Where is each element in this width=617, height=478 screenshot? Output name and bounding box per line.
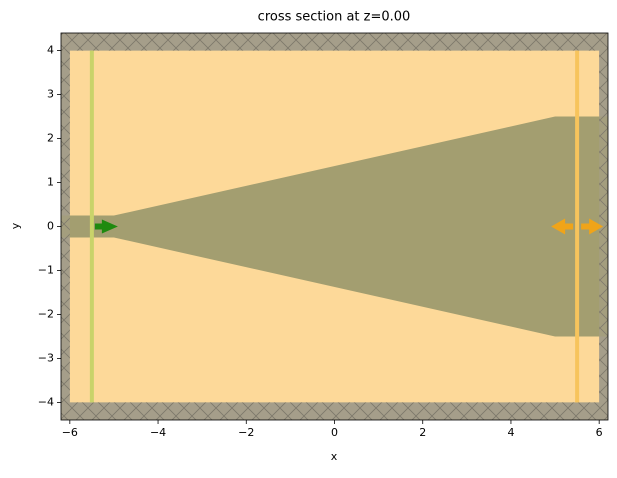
y-tick-label: 1 — [47, 176, 54, 189]
y-tick-label: 3 — [47, 88, 54, 101]
x-tick-label: 4 — [507, 426, 514, 439]
y-axis-label: y — [9, 222, 22, 229]
pml-overlay-hatch — [61, 33, 70, 420]
y-tick-label: 0 — [47, 220, 54, 233]
y-tick-label: 4 — [47, 44, 54, 57]
waveguide-taper — [61, 116, 608, 337]
x-tick-label: −2 — [238, 426, 254, 439]
chart-title: cross section at z=0.00 — [258, 10, 411, 25]
x-tick-label: 0 — [331, 426, 338, 439]
source-arrow — [94, 219, 118, 234]
x-tick-label: −4 — [150, 426, 166, 439]
x-axis-label: x — [331, 450, 338, 463]
monitor-arrow — [551, 218, 604, 235]
pml-overlay-hatch — [61, 402, 608, 420]
x-tick-label: 2 — [419, 426, 426, 439]
y-tick-label: −1 — [38, 263, 54, 276]
plot-area — [61, 33, 608, 420]
pml-overlay-hatch — [599, 33, 608, 420]
x-tick-label: −6 — [62, 426, 78, 439]
x-tick-label: 6 — [596, 426, 603, 439]
y-tick-label: −4 — [38, 395, 54, 408]
pml-overlay-hatch — [61, 33, 608, 51]
y-tick-label: −3 — [38, 351, 54, 364]
y-tick-label: 2 — [47, 132, 54, 145]
y-tick-label: −2 — [38, 307, 54, 320]
